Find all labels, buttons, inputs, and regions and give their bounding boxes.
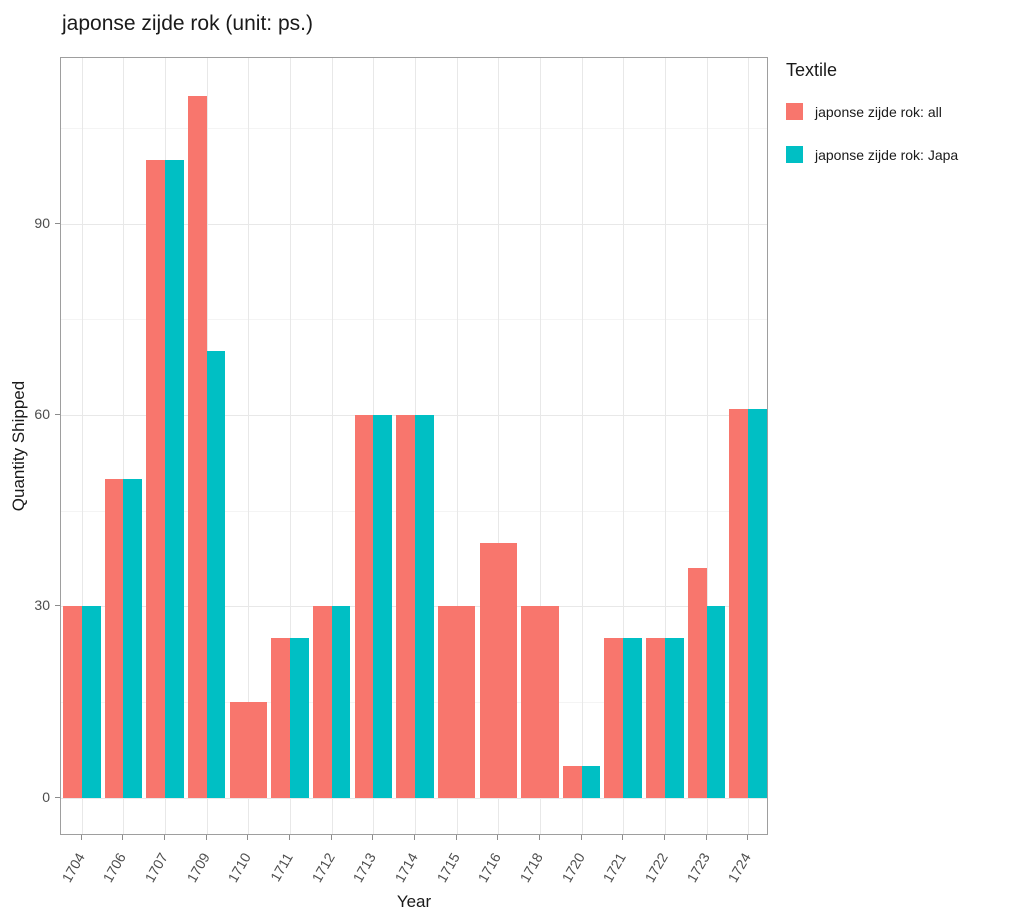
bar-all	[146, 160, 166, 798]
legend-title: Textile	[786, 60, 838, 80]
bar-all	[271, 638, 291, 798]
x-tick-mark	[747, 835, 749, 840]
grid-minor-line	[61, 128, 767, 130]
grid-vertical-line	[581, 58, 583, 834]
y-tick-mark	[55, 605, 60, 607]
grid-vertical-line	[331, 58, 333, 834]
bar-japan	[623, 638, 642, 798]
x-tick-mark	[497, 835, 499, 840]
bar-japan	[165, 160, 184, 798]
x-tick-mark	[538, 835, 540, 840]
x-tick-mark	[414, 835, 415, 840]
bar-japan	[331, 606, 351, 798]
grid-vertical-line	[539, 58, 541, 834]
bar-japan	[206, 351, 226, 798]
y-axis-title: Quantity Shipped	[9, 380, 29, 512]
x-tick-mark	[705, 835, 707, 840]
bar-japan	[706, 606, 726, 798]
bar-all	[604, 638, 624, 798]
bar-all	[646, 638, 665, 798]
y-tick-mark	[55, 222, 60, 224]
grid-vertical-line	[706, 58, 708, 834]
grid-vertical-line	[664, 58, 666, 834]
grid-vertical-line	[81, 58, 83, 834]
bar-all	[687, 568, 707, 798]
bar-japan	[290, 638, 309, 798]
chart-title: japonse zijde rok (unit: ps.)	[62, 12, 313, 35]
legend-swatch	[786, 146, 803, 163]
legend-item: japonse zijde rok: all	[786, 103, 958, 120]
bar-japan	[664, 638, 684, 798]
grid-minor-line	[61, 319, 767, 321]
x-tick-mark	[580, 835, 582, 840]
bar-all	[229, 702, 268, 798]
bar-all	[437, 606, 476, 798]
y-tick-mark	[55, 796, 60, 798]
x-tick-mark	[164, 835, 166, 840]
x-tick-mark	[372, 835, 374, 840]
grid-vertical-line	[290, 58, 292, 834]
bar-japan	[748, 408, 767, 798]
grid-vertical-line	[123, 58, 125, 834]
bar-japan	[373, 415, 393, 798]
x-tick-mark	[289, 835, 291, 840]
bar-all	[729, 408, 749, 798]
bar-all	[521, 606, 559, 798]
y-tick-label: 0	[42, 788, 50, 805]
bar-all	[396, 415, 415, 798]
grid-vertical-line	[456, 58, 458, 834]
bar-japan	[81, 606, 101, 798]
legend-item: japonse zijde rok: Japa	[786, 146, 958, 163]
x-tick-mark	[663, 835, 665, 840]
plot-panel	[60, 57, 768, 835]
bar-all	[562, 765, 582, 798]
bar-all	[188, 96, 207, 798]
y-tick-label: 60	[34, 406, 50, 423]
y-tick-label: 30	[34, 597, 50, 614]
grid-major-line	[61, 223, 767, 225]
x-axis-title: Year	[396, 892, 432, 911]
grid-vertical-line	[498, 58, 500, 834]
legend-label: japonse zijde rok: all	[815, 103, 942, 120]
bar-japan	[581, 765, 601, 798]
bar-all	[354, 415, 374, 798]
bar-all	[312, 606, 332, 798]
grid-vertical-line	[248, 58, 250, 834]
x-tick-mark	[330, 835, 332, 840]
grid-vertical-line	[623, 58, 625, 834]
x-tick-mark	[122, 835, 124, 840]
legend-items: japonse zijde rok: all japonse zijde rok:…	[786, 103, 958, 163]
x-tick-mark	[205, 835, 207, 840]
x-tick-mark	[247, 835, 249, 840]
bar-all	[104, 478, 124, 798]
y-tick-label: 90	[34, 214, 50, 231]
bar-japan	[123, 478, 143, 798]
legend-swatch	[786, 103, 803, 120]
x-tick-mark	[80, 835, 82, 840]
bar-all	[63, 606, 82, 798]
legend-label: japonse zijde rok: Japa	[815, 146, 959, 163]
y-axis-title-wrap: Quantity Shipped	[2, 57, 36, 835]
legend: Textile japonse zijde rok: all japonse zi…	[786, 60, 958, 163]
y-tick-mark	[55, 414, 60, 416]
bar-japan	[415, 415, 434, 798]
x-tick-mark	[455, 835, 457, 840]
bar-all	[479, 542, 518, 798]
grid-major-line	[61, 797, 767, 799]
x-tick-mark	[622, 835, 624, 840]
